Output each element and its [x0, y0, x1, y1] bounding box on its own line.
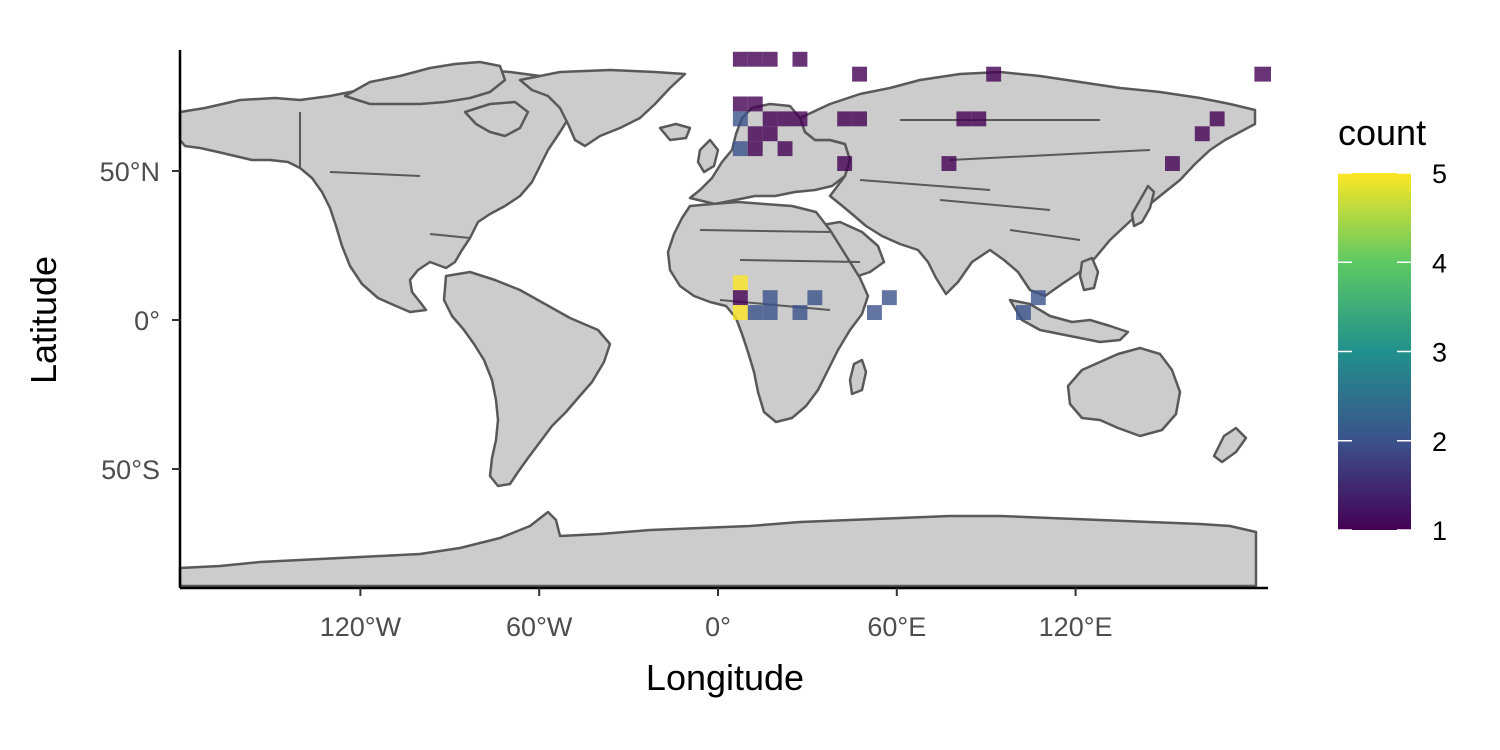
legend-tick-label: 1: [1432, 516, 1447, 546]
heatmap-cell: [777, 111, 793, 127]
y-axis-title: Latitude: [23, 256, 64, 384]
heatmap-cell: [732, 305, 748, 320]
legend-tick-label: 5: [1432, 159, 1447, 189]
heatmap-cell: [1016, 305, 1031, 320]
heatmap-cell: [852, 66, 867, 82]
heatmap-cell: [837, 156, 853, 171]
legend-title: count: [1338, 112, 1426, 153]
legend-tick-label: 2: [1432, 427, 1447, 457]
land-iceland: [658, 122, 692, 142]
x-ticks: 120°W 60°W 0° 60°E 120°E: [320, 588, 1113, 642]
border-lines: [299, 112, 1151, 311]
land-uk: [696, 138, 720, 174]
land-indonesia: [1008, 298, 1130, 344]
heatmap-cell: [1254, 66, 1271, 82]
heatmap-cell: [762, 51, 778, 67]
land-antarctica: [178, 510, 1258, 588]
heatmap-cell: [807, 290, 823, 306]
heatmap-cell: [732, 275, 748, 291]
heatmap-cell: [747, 126, 763, 142]
x-tick-label: 120°E: [1039, 612, 1113, 642]
heatmap-cell: [1030, 290, 1046, 306]
land-philippines: [1078, 256, 1100, 292]
legend-tick-label: 4: [1432, 248, 1447, 278]
x-tick-label: 60°W: [506, 612, 573, 642]
heatmap-cell: [762, 305, 778, 320]
heatmap-cell: [747, 305, 763, 320]
land-south-america: [442, 270, 612, 488]
heatmap-cell: [956, 111, 972, 127]
y-tick-label: 0°: [134, 306, 160, 336]
heatmap-cell: [762, 290, 778, 306]
y-ticks: 50°N 0° 50°S: [100, 157, 180, 485]
heatmap-cell: [792, 305, 808, 320]
land-baffin: [463, 100, 530, 138]
x-tick-label: 0°: [705, 612, 731, 642]
heatmap-cell: [732, 111, 748, 127]
heatmap-cell: [747, 96, 763, 112]
land-north-america: [178, 68, 592, 314]
heatmap-cell: [1165, 156, 1180, 171]
color-legend: count 1 2 3 4 5: [1338, 112, 1447, 546]
land-new-zealand: [1212, 426, 1248, 464]
heatmap-cell: [941, 156, 957, 171]
heatmap-cell: [852, 111, 867, 127]
heatmap-cell: [837, 111, 853, 127]
x-axis-title: Longitude: [646, 657, 804, 698]
land-australia: [1066, 346, 1182, 438]
heatmap-cell: [732, 141, 748, 157]
heatmap-cell: [1194, 126, 1210, 142]
y-tick-label: 50°S: [101, 455, 160, 485]
land-madagascar: [848, 358, 868, 396]
heatmap-cell: [732, 290, 748, 306]
land-greenland: [518, 68, 687, 148]
heatmap-cell: [986, 66, 1002, 82]
heatmap-cell: [1209, 111, 1225, 127]
heatmap-cell: [971, 111, 987, 127]
heatmap-cell: [747, 141, 763, 157]
heatmap-cell: [732, 96, 748, 112]
land-canadian-arctic: [343, 60, 507, 106]
legend-ticks: 1 2 3 4 5: [1338, 159, 1447, 546]
heatmap-cell: [762, 111, 778, 127]
heatmap-cell: [747, 51, 763, 67]
land-japan: [1130, 184, 1156, 228]
heatmap-cell: [777, 141, 793, 157]
heatmap-cell: [792, 111, 808, 127]
heatmap-cell: [762, 126, 778, 142]
x-tick-label: 120°W: [320, 612, 402, 642]
heatmap-cell: [867, 305, 882, 320]
y-tick-label: 50°N: [100, 157, 160, 187]
legend-tick-label: 3: [1432, 338, 1447, 368]
heatmap-cell: [792, 51, 808, 67]
heatmap-cells: [732, 51, 1271, 320]
heatmap-cell: [732, 51, 748, 67]
world-basemap: [178, 60, 1258, 588]
x-tick-label: 60°E: [867, 612, 926, 642]
heatmap-cell: [881, 290, 897, 306]
axes: 120°W 60°W 0° 60°E 120°E 50°N 0° 50°S Longitud…: [23, 50, 1268, 698]
